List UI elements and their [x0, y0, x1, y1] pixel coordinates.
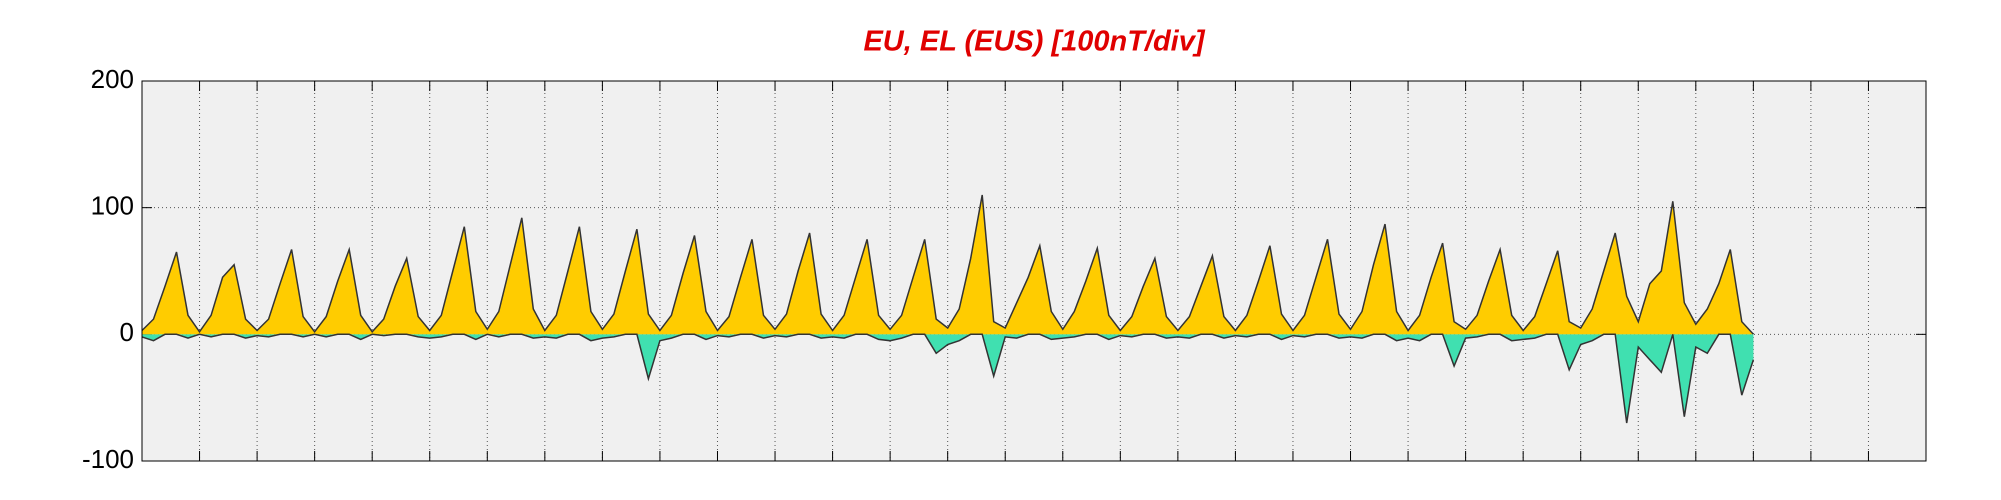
series-line [141, 194, 1754, 335]
y-tick-label: -100 [82, 444, 134, 474]
plot-frame [141, 80, 1927, 462]
series-line [141, 333, 1755, 424]
area-fill [142, 195, 1754, 335]
chart-title: EU, EL (EUS) [100nT/div] [863, 26, 1205, 58]
y-tick-label: 100 [91, 191, 134, 221]
y-tick-label: 200 [91, 64, 134, 94]
y-tick-label: 0 [120, 317, 134, 347]
